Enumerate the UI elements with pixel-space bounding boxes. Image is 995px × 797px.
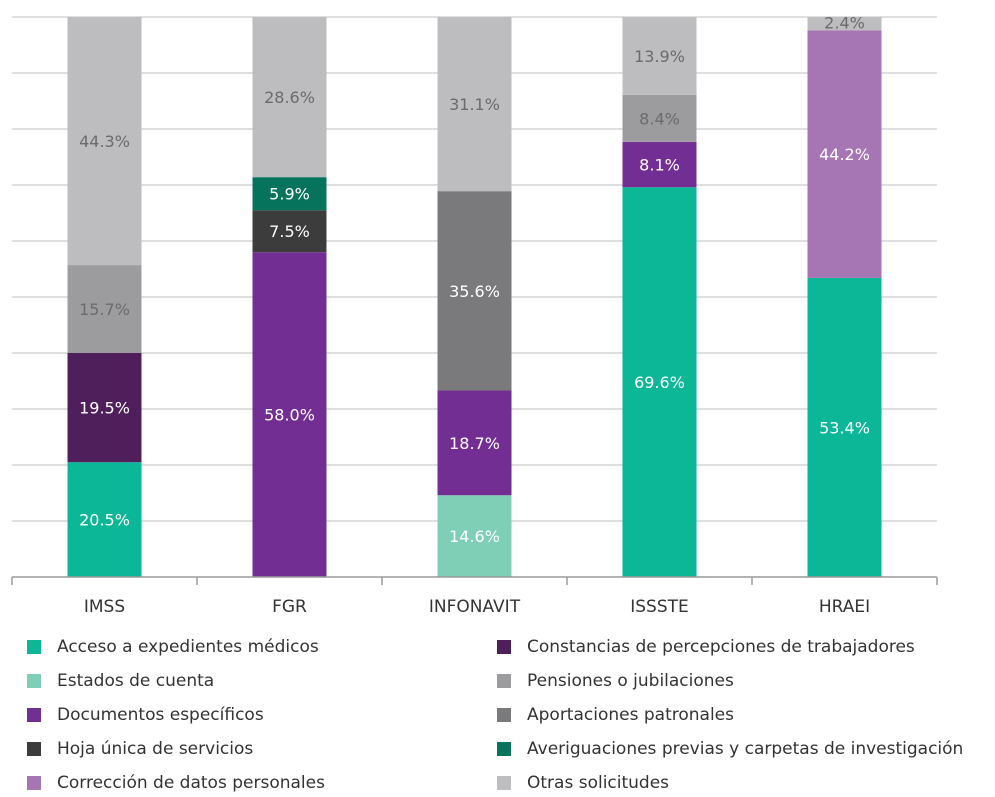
data-label: 44.3% [79,132,130,151]
bar-segment [67,265,142,353]
data-label: 13.9% [634,47,685,66]
bar-segment [622,141,697,188]
x-tick-labels: IMSS FGR INFONAVIT ISSSTE HRAEI [84,597,870,617]
data-label: 53.4% [819,418,870,437]
bar-segment [437,390,512,496]
bar-segment [622,94,697,142]
data-label: 58.0% [264,406,315,425]
bar-segment [252,17,327,178]
data-label: 8.4% [639,109,680,128]
data-label: 7.5% [269,222,310,241]
x-tick-label: HRAEI [819,597,870,617]
bars [67,17,882,578]
bar-segment [67,462,142,577]
bar-segment [252,177,327,211]
bar-segment [622,187,697,578]
x-axis [11,576,938,585]
data-label: 14.6% [449,527,500,546]
bar-segment [807,30,882,278]
x-tick-label: ISSSTE [630,597,689,617]
data-label: 18.7% [449,434,500,453]
data-label: 44.2% [819,145,870,164]
x-tick-label: FGR [272,597,307,617]
bar-segment [67,17,142,266]
bar-segment [437,495,512,577]
data-label: 15.7% [79,300,130,319]
data-label: 35.6% [449,282,500,301]
bar-segment [807,277,882,577]
data-label: 31.1% [449,95,500,114]
data-label: 20.5% [79,511,130,530]
bar-segment [252,252,327,577]
data-label: 8.1% [639,156,680,175]
data-label: 28.6% [264,88,315,107]
bar-labels: 20.5% 19.5% 15.7% 44.3% 58.0% 7.5% 5.9% 28.6% 14… [79,14,870,546]
bar-segment [807,17,882,31]
bar-segment [67,353,142,463]
x-tick-label: IMSS [84,597,125,617]
data-label: 19.5% [79,399,130,418]
bar-segment [437,17,512,192]
data-label: 2.4% [824,14,865,33]
bar-segment [622,17,697,95]
data-label: 5.9% [269,185,310,204]
data-label: 69.6% [634,373,685,392]
bar-segment [252,210,327,253]
x-tick-label: INFONAVIT [429,597,521,617]
bar-segment [437,191,512,391]
